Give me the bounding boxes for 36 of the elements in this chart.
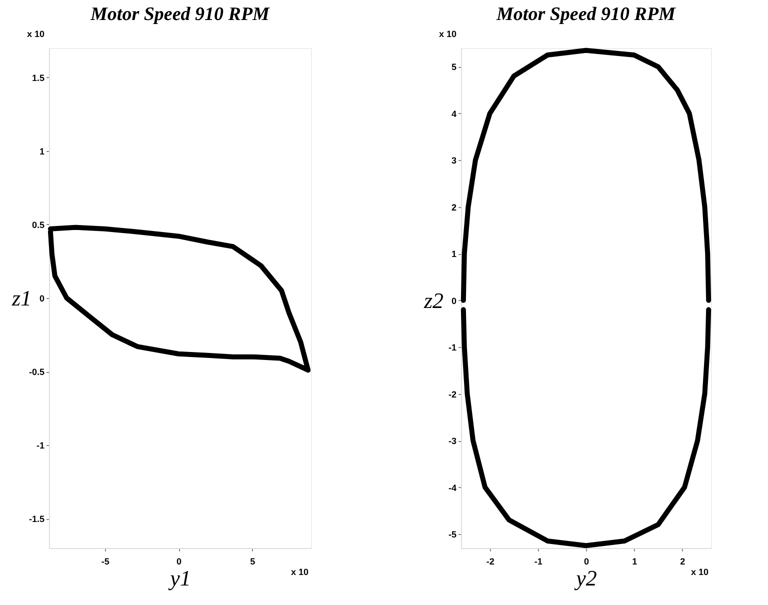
y-tick-label: -1 bbox=[36, 440, 44, 451]
y-axis-title: z2 bbox=[422, 288, 444, 313]
y-tick-label: -2 bbox=[448, 389, 456, 400]
y-tick-label: 1 bbox=[39, 146, 44, 156]
y-tick-label: 3 bbox=[451, 156, 456, 166]
y-tick-label: -1.5 bbox=[28, 514, 44, 524]
y-tick-label: -4 bbox=[448, 482, 456, 493]
x-tick-label: 0 bbox=[584, 556, 590, 566]
x-tick-label: 0 bbox=[176, 556, 182, 566]
y-tick-label: 2 bbox=[451, 202, 456, 212]
text: x 10 bbox=[691, 567, 709, 577]
y-tick-label: -1 bbox=[448, 342, 456, 353]
x-tick-label: 2 bbox=[680, 556, 686, 566]
x-axis-title: y2 bbox=[574, 566, 597, 590]
y-tick-label: 1.5 bbox=[32, 72, 44, 83]
chart-title: Motor Speed 910 RPM bbox=[90, 4, 271, 25]
x-tick-label: 5 bbox=[250, 556, 256, 566]
y-tick-label: 5 bbox=[451, 62, 456, 72]
x-tick-label: -1 bbox=[534, 556, 542, 566]
x-tick-label: -5 bbox=[101, 556, 110, 566]
chart-title: Motor Speed 910 RPM bbox=[496, 4, 677, 25]
y-tick-label: -3 bbox=[448, 436, 456, 446]
x-axis-title: y1 bbox=[168, 566, 191, 590]
y-axis-title: z1 bbox=[10, 286, 32, 310]
x-tick-label: 1 bbox=[632, 556, 638, 566]
y-tick-label: 1 bbox=[451, 249, 456, 260]
y-tick-label: 4 bbox=[451, 108, 456, 119]
y-tick-label: -5 bbox=[448, 529, 456, 540]
y-tick-label: 0.5 bbox=[32, 220, 44, 230]
y-tick-label: 0 bbox=[39, 294, 44, 304]
y-tick-label: -0.5 bbox=[28, 367, 44, 378]
x-tick-label: -2 bbox=[486, 556, 494, 566]
text: x 10 bbox=[291, 567, 309, 577]
text: x 10 bbox=[27, 29, 45, 39]
y-tick-label: 0 bbox=[451, 296, 456, 306]
text: x 10 bbox=[439, 29, 457, 39]
